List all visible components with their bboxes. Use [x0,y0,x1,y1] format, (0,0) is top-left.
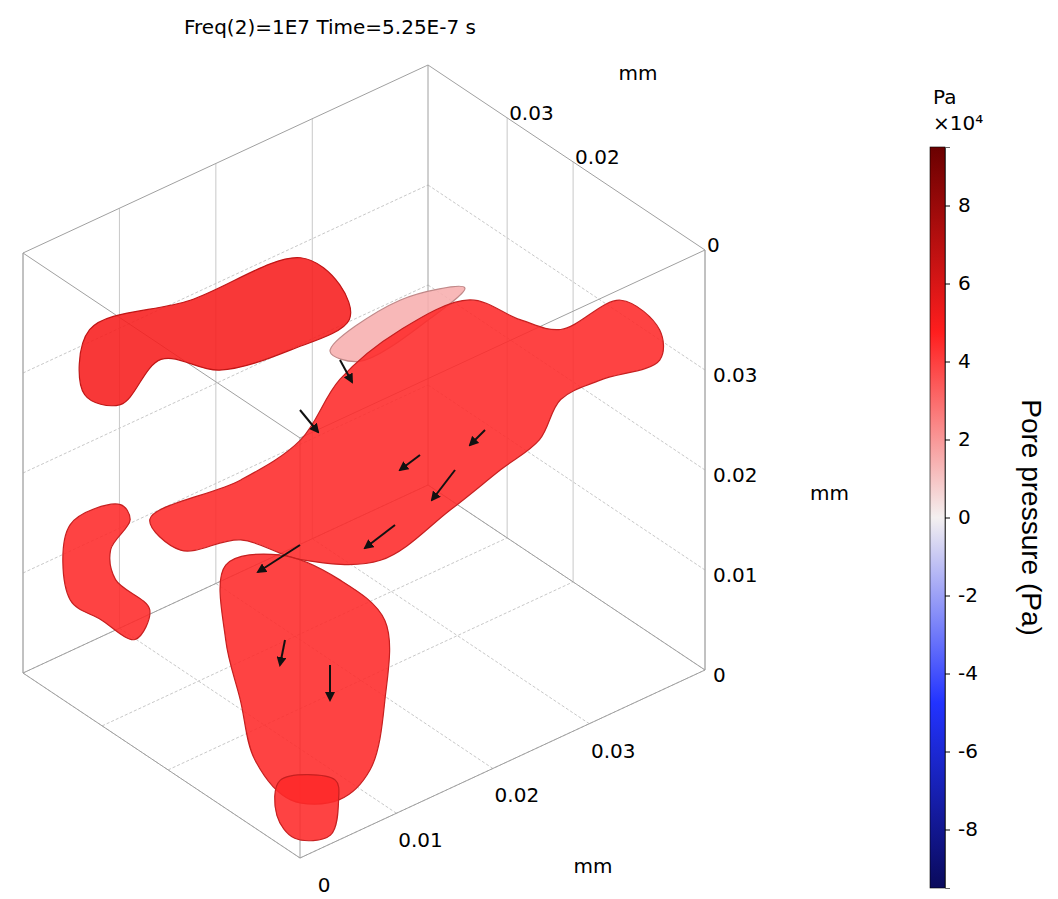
y-tick-label: 0 [707,233,720,257]
x-tick-label: 0.03 [591,739,636,763]
colorbar-tick-mark [945,518,950,519]
grid-line [705,250,706,670]
colorbar-tick-mark [945,440,950,441]
grid-line [23,253,24,673]
colorbar-tick: -8 [945,817,978,841]
grid [23,118,705,858]
colorbar-tick-label: -8 [958,817,978,841]
axis-labels: 0 0.01 0.02 0.03 0 0.02 0.03 0 0.01 0.02 0.03 mm mm m… [318,61,849,897]
flow-arrows [258,360,485,700]
colorbar-tick: 6 [945,271,971,295]
x-tick-label: 0.02 [495,783,540,807]
chart: 0 0.01 0.02 0.03 0 0.02 0.03 0 0.01 0.02 0.03 mm mm m… [0,0,1058,899]
colorbar: 8 6 4 2 0 -2 -4 -6 -8 Pa×10⁴ Pore pressure (Pa) [930,85,1047,889]
flow-arrow [280,640,285,665]
flow-arrow [258,545,300,572]
colorbar-axis: 8 6 4 2 0 -2 -4 -6 -8 [945,148,978,889]
background [0,0,1058,899]
y-tick-label: 0.02 [575,145,620,169]
flow-arrow [400,455,420,470]
x-tick-label: 0 [318,873,331,897]
box-edge [23,253,24,673]
box-frame [23,65,705,858]
pore-surface [220,554,390,804]
z-tick-label: 0.03 [713,363,758,387]
colorbar-tick: 8 [945,193,971,217]
colorbar-tick-mark [945,752,950,753]
grid-line [119,208,120,628]
pore-surface [275,775,339,841]
colorbar-tick-label: 8 [958,193,971,217]
box-edge [428,65,705,250]
colorbar-tick-label: 0 [958,505,971,529]
colorbar-tick-label: 4 [958,349,971,373]
colorbar-tick-label: -2 [958,583,978,607]
y-axis-title: mm [619,61,658,85]
y-tick-label: 0.03 [509,101,554,125]
colorbar-tick: 0 [945,505,971,529]
colorbar-tick: 4 [945,349,971,373]
colorbar-tick-label: -6 [958,739,978,763]
flow-arrow [432,470,455,500]
colorbar-tick-mark [945,284,950,285]
z-tick-label: 0.01 [713,563,758,587]
colorbar-tick-mark [945,596,950,597]
z-tick-label: 0.02 [713,463,758,487]
flow-arrow [329,665,331,700]
colorbar-tick-label: 2 [958,427,971,451]
pore-surfaces [63,258,664,841]
title: Freq(2)=1E7 Time=5.25E-7 s [184,15,476,39]
colorbar-tick: 2 [945,427,971,451]
colorbar-tick-mark [945,206,950,207]
pore-surface [63,504,150,640]
flow-arrow [340,360,352,382]
colorbar-tick: -6 [945,739,978,763]
colorbar-axis-line [946,148,951,889]
z-tick-label: 0 [713,663,726,687]
colorbar-tick-mark [945,674,950,675]
colorbar-tick-label: 6 [958,271,971,295]
colorbar-gradient [930,147,945,888]
colorbar-tick: -2 [945,583,978,607]
z-axis-title: mm [810,481,849,505]
colorbar-multiplier: ×10⁴ [933,111,983,135]
colorbar-tick-mark [945,362,950,363]
colorbar-tick-mark [945,830,950,831]
flow-arrow [300,410,318,432]
colorbar-title: Pore pressure (Pa) [1016,399,1047,636]
flow-arrow [365,525,395,548]
x-axis-title: mm [574,854,613,878]
colorbar-tick-label: -4 [958,661,978,685]
flow-arrow [470,430,485,445]
pore-surface [150,300,664,565]
x-tick-label: 0.01 [398,828,443,852]
pore-surface [79,258,351,406]
box-edge [428,485,705,670]
colorbar-unit: Pa [933,85,956,109]
box-edge [705,250,706,670]
box-edge [23,65,428,253]
colorbar-tick: -4 [945,661,978,685]
grid-line [428,485,705,670]
